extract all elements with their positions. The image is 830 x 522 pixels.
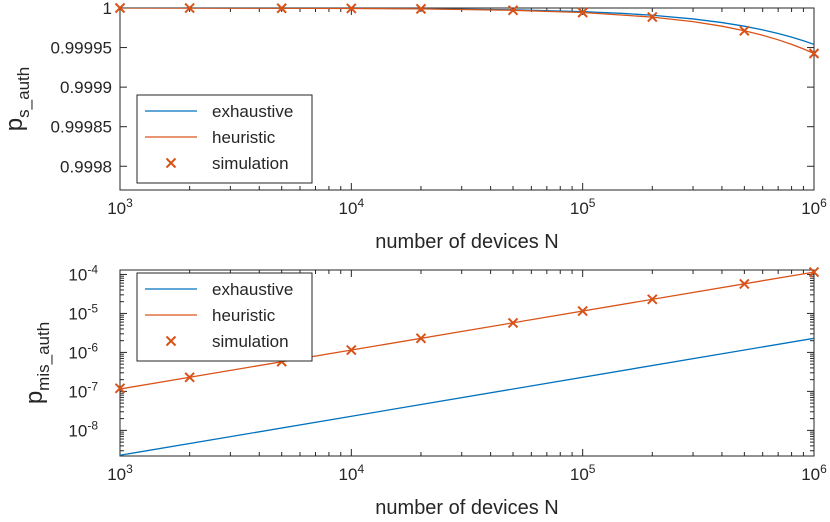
x-tick-label-exp: 4 <box>357 196 364 210</box>
y-tick-label: 1 <box>103 0 112 18</box>
x-tick-label: 103 <box>107 462 133 484</box>
y-tick-label-exp: -8 <box>87 418 98 432</box>
x-tick-label-base: 10 <box>801 465 820 484</box>
data-layer <box>120 8 814 55</box>
x-tick-label-base: 10 <box>107 199 126 218</box>
y-tick-label: 0.9998 <box>60 157 112 176</box>
y-tick-label: 10-4 <box>68 262 98 284</box>
series-simulation-marker <box>507 317 519 329</box>
y-tick-label-base: 10 <box>68 304 87 323</box>
series-simulation-marker <box>739 278 750 290</box>
x-tick-label-exp: 4 <box>357 462 364 476</box>
series-simulation-marker <box>346 3 357 14</box>
series-simulation-marker <box>184 2 195 14</box>
series-simulation-marker <box>114 2 126 14</box>
legend-label: heuristic <box>212 128 276 147</box>
x-tick-label-exp: 3 <box>126 462 133 476</box>
legend-box <box>136 94 313 184</box>
series-simulation-marker <box>415 333 427 344</box>
x-axis-label: number of devices N <box>375 497 558 519</box>
plot-area <box>119 7 815 191</box>
series-heuristic-line <box>120 8 814 55</box>
series-simulation-marker <box>647 11 658 23</box>
y-tick-label-exp: -5 <box>87 301 98 315</box>
x-tick-label: 103 <box>107 196 133 218</box>
x-tick-label: 104 <box>339 462 365 484</box>
y-axis-label: pmis_auth <box>21 322 53 404</box>
x-tick-label: 105 <box>570 196 596 218</box>
series-exhaustive-line <box>120 8 814 46</box>
legend-label: simulation <box>212 154 289 173</box>
series-simulation-marker <box>507 5 519 16</box>
y-tick-label: 10-7 <box>68 379 98 401</box>
x-tick-label: 106 <box>801 196 827 218</box>
y-tick-label-exp: -6 <box>87 340 98 354</box>
legend-label: exhaustive <box>212 102 293 121</box>
y-tick-label: 0.99985 <box>51 118 112 137</box>
y-tick-label-base: 10 <box>68 421 87 440</box>
x-axis-label: number of devices N <box>375 231 558 253</box>
chart-1: 103 104 105 10610.999950.99990.999850.9998n… <box>1 0 827 253</box>
x-tick-label-base: 10 <box>801 199 820 218</box>
y-tick-label-base: 10 <box>68 343 87 362</box>
y-tick-label-base: 10 <box>68 265 87 284</box>
legend-simulation-marker <box>165 335 177 347</box>
y-tick-label: 10-8 <box>68 418 98 440</box>
y-axis-label-sub: s_auth <box>14 67 33 118</box>
legend-label: exhaustive <box>212 280 293 299</box>
x-tick-label: 106 <box>801 462 827 484</box>
series-heuristic-line <box>120 271 814 390</box>
x-tick-label: 105 <box>570 462 596 484</box>
y-axis-label-sub: mis_auth <box>34 322 53 391</box>
y-tick-label-base: 10 <box>68 382 87 401</box>
x-tick-label-base: 10 <box>339 199 358 218</box>
legend-simulation-marker <box>165 157 177 169</box>
series-simulation-marker <box>577 305 588 317</box>
y-axis-label: ps_auth <box>1 67 33 131</box>
y-tick-label: 10-5 <box>68 301 98 323</box>
series-simulation-marker <box>808 266 820 278</box>
x-tick-label-base: 10 <box>107 465 126 484</box>
x-tick-label-exp: 3 <box>126 196 133 210</box>
x-tick-label-exp: 5 <box>589 462 596 476</box>
x-tick-label-base: 10 <box>339 465 358 484</box>
x-tick-label-base: 10 <box>570 465 589 484</box>
y-axis-label-main: p <box>21 391 48 404</box>
legend-label: simulation <box>212 332 289 351</box>
y-axis-label-main: p <box>1 118 28 131</box>
series-simulation-marker <box>346 344 357 356</box>
plot-area <box>119 269 815 457</box>
series-simulation-marker <box>184 372 195 383</box>
legend: exhaustive heuristic simulation <box>136 94 313 184</box>
series-simulation-marker <box>415 3 427 15</box>
legend: exhaustive heuristic simulation <box>136 272 313 362</box>
legend-box <box>136 272 313 362</box>
x-tick-label-exp: 5 <box>589 196 596 210</box>
x-tick-label-exp: 6 <box>820 196 827 210</box>
x-tick-label-base: 10 <box>570 199 589 218</box>
series-simulation-marker <box>647 294 658 305</box>
x-tick-label: 104 <box>339 196 365 218</box>
series-exhaustive-line <box>120 337 814 456</box>
series-simulation-marker <box>577 7 588 18</box>
y-tick-label: 10-6 <box>68 340 98 362</box>
series-simulation-marker <box>739 25 750 36</box>
y-tick-label: 0.9999 <box>60 78 112 97</box>
x-tick-label-exp: 6 <box>820 462 827 476</box>
legend-label: heuristic <box>212 306 276 325</box>
series-simulation-marker <box>114 383 126 394</box>
y-tick-label-exp: -4 <box>87 262 98 276</box>
series-simulation-marker <box>276 3 287 14</box>
data-layer <box>120 271 814 456</box>
y-tick-label-exp: -7 <box>87 379 98 393</box>
series-simulation-marker <box>808 48 820 59</box>
y-tick-label: 0.99995 <box>51 39 112 58</box>
